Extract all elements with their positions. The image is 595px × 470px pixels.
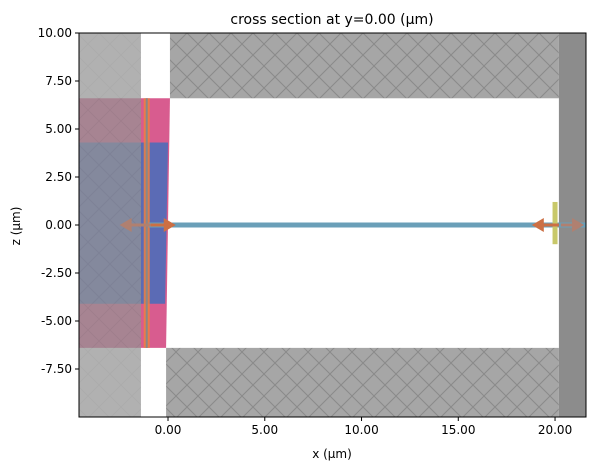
y-tick-label: 0.00 bbox=[45, 218, 72, 232]
x-tick-label: 10.00 bbox=[344, 423, 378, 437]
y-axis: 10.00 7.50 5.00 2.50 0.00 -2.50 -5.00 -7.50 bbox=[38, 26, 79, 376]
x-tick-label: 0.00 bbox=[155, 423, 182, 437]
direction-arrow bbox=[560, 218, 585, 232]
y-axis-label: z (μm) bbox=[9, 207, 23, 246]
x-tick-label: 20.00 bbox=[538, 423, 572, 437]
x-axis-label: x (μm) bbox=[312, 447, 352, 461]
y-tick-label: -2.50 bbox=[41, 266, 72, 280]
y-tick-label: 10.00 bbox=[38, 26, 72, 40]
plot-area bbox=[79, 33, 586, 417]
arrow-head bbox=[119, 218, 132, 232]
direction-arrow bbox=[150, 218, 176, 232]
direction-arrow bbox=[119, 218, 151, 232]
monitor-plane bbox=[552, 201, 558, 245]
pml-top-region bbox=[169, 33, 559, 99]
pml-bottom-region bbox=[166, 347, 559, 417]
x-tick-label: 5.00 bbox=[251, 423, 278, 437]
arrow-head bbox=[572, 218, 585, 232]
x-axis: 0.00 5.00 10.00 15.00 20.00 bbox=[155, 417, 572, 437]
chart-title: cross section at y=0.00 (μm) bbox=[230, 12, 433, 28]
y-tick-label: 7.50 bbox=[45, 74, 72, 88]
y-tick-label: -5.00 bbox=[41, 314, 72, 328]
y-tick-label: 5.00 bbox=[45, 122, 72, 136]
direction-arrow bbox=[531, 218, 559, 232]
arrow-head bbox=[531, 218, 544, 232]
x-tick-label: 15.00 bbox=[441, 423, 475, 437]
arrow-head bbox=[163, 218, 176, 232]
y-tick-label: 2.50 bbox=[45, 170, 72, 184]
y-tick-label: -7.50 bbox=[41, 362, 72, 376]
